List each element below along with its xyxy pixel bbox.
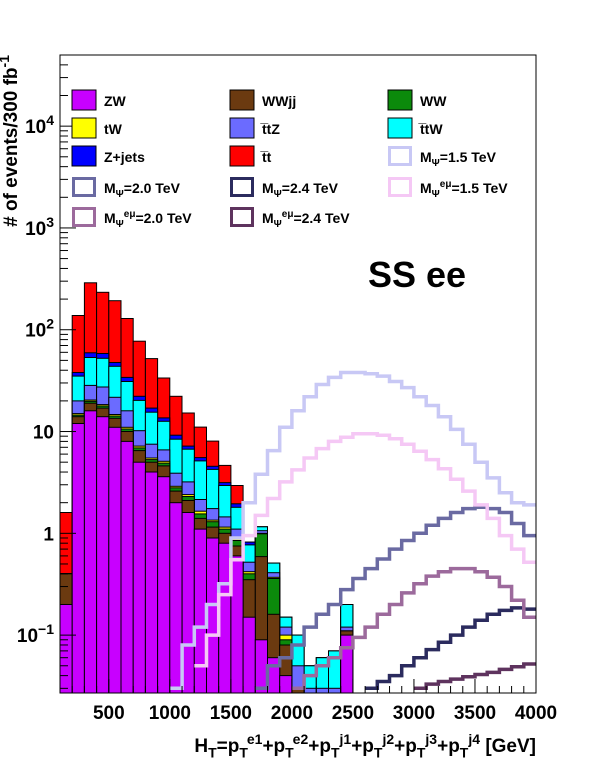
legend-entry: t̅tW [387, 117, 443, 139]
x-tick-label: 1000 [149, 703, 191, 724]
stack-bar [96, 416, 110, 694]
legend-entry: tW [71, 117, 123, 139]
y-tick-label: 103 [25, 214, 54, 240]
stack-bar [83, 410, 98, 694]
legend-swatch [387, 117, 413, 139]
x-axis-title: HT=pTe1+pTe2+pTj1+pTj2+pTj3+pTj4 [GeV] [194, 731, 536, 761]
legend-swatch [230, 207, 254, 227]
axes: 500 1000 1500 2000 2500 3000 3500 4000 10−1 1 10 10… [17, 64, 557, 724]
legend-label: Z+jets [104, 149, 145, 165]
signal-curve [169, 370, 536, 691]
legend-swatch [72, 177, 96, 197]
stack-bar [230, 555, 244, 694]
legend-entry: WW [387, 89, 447, 111]
x-tick-label: 2500 [332, 703, 374, 724]
y-tick-label: 10 [33, 423, 54, 444]
legend-label: WW [420, 93, 447, 109]
legend-swatch [387, 89, 413, 111]
signal-curve [365, 606, 536, 691]
y-tick-label: 1 [43, 524, 54, 545]
x-tick-label: 4000 [515, 703, 557, 724]
legend-entry: MΨeμ=2.0 TeV [72, 207, 192, 230]
legend-label: MΨ=2.4 TeV [262, 180, 339, 200]
legend-swatch [229, 117, 255, 139]
stack-bar [315, 657, 329, 694]
legend-swatch [229, 89, 255, 111]
x-tick-label: 3000 [393, 703, 435, 724]
stack-zw [59, 410, 354, 694]
stack-bar [193, 528, 208, 694]
x-tick-label: 1500 [210, 703, 252, 724]
stack-bar [267, 657, 281, 694]
stack-bar [303, 687, 317, 694]
legend-label: MΨeμ=2.0 TeV [104, 209, 192, 230]
plot-frame [59, 54, 537, 694]
legend-label: WWjj [262, 93, 296, 109]
legend-swatch [71, 145, 97, 167]
legend-entry: MΨ=2.4 TeV [230, 177, 339, 200]
legend-swatch [71, 117, 97, 139]
legend-swatch [229, 145, 255, 167]
y-tick-label: 104 [25, 112, 54, 138]
y-tick-label: 10−1 [17, 621, 54, 647]
legend-swatch [72, 207, 96, 227]
signal-curve [194, 432, 536, 668]
stack-bar [108, 426, 122, 694]
stack-bar [59, 604, 73, 694]
stack-bar [218, 542, 232, 694]
legend-label: tW [104, 121, 123, 137]
legend: ZW WWjj WW tW t̅tZ t̅tW Z+jets t̅t MΨ=1.5 TeV MΨ=… [71, 89, 508, 230]
legend-entry: MΨeμ=2.4 TeV [230, 207, 350, 230]
background-stack [59, 282, 354, 694]
stack-bar [279, 675, 293, 694]
signal-curve [413, 662, 536, 691]
legend-entry: WWjj [229, 89, 296, 111]
legend-entry: MΨ=1.5 TeV [388, 146, 497, 169]
legend-label: ZW [104, 93, 127, 109]
channel-label: SS ee [368, 254, 466, 295]
legend-label: t̅tZ [259, 121, 280, 137]
y-tick-label: 102 [25, 316, 54, 342]
legend-entry: ZW [71, 89, 127, 111]
stack-bar [132, 461, 146, 694]
stack-bar [254, 639, 269, 694]
stack-bar [242, 616, 256, 694]
y-axis-title: # of events/300 fb-1 [0, 55, 22, 227]
legend-swatch [388, 177, 412, 197]
legend-label: MΨeμ=1.5 TeV [420, 179, 508, 200]
signal-curve [291, 566, 536, 691]
x-tick-label: 2000 [271, 703, 313, 724]
legend-swatch [71, 89, 97, 111]
legend-swatch [230, 177, 254, 197]
legend-label: MΨ=2.0 TeV [104, 180, 181, 200]
stack-bar [169, 502, 183, 694]
legend-label: MΨeμ=2.4 TeV [262, 209, 350, 230]
signal-curves [169, 370, 536, 691]
stack-bar [157, 476, 171, 694]
stack-bar [144, 471, 159, 694]
legend-label: t̅tW [417, 121, 443, 137]
legend-entry: t̅tZ [229, 117, 280, 139]
legend-label: MΨ=1.5 TeV [420, 149, 497, 169]
legend-entry: MΨeμ=1.5 TeV [388, 177, 508, 200]
legend-entry: Z+jets [71, 145, 145, 167]
x-tick-label: 3500 [454, 703, 496, 724]
stack-bar [120, 440, 134, 694]
x-tick-label: 500 [93, 703, 125, 724]
stack-bar [315, 687, 329, 694]
stack-bar [328, 687, 342, 694]
legend-entry: t̅t [229, 145, 272, 167]
stack-bar [206, 537, 220, 694]
stack-bar [340, 634, 354, 694]
legend-entry: MΨ=2.0 TeV [72, 177, 181, 200]
legend-label: t̅t [259, 149, 271, 165]
stack-bar [181, 512, 195, 694]
legend-swatch [388, 146, 412, 166]
stack-bar [71, 423, 85, 694]
